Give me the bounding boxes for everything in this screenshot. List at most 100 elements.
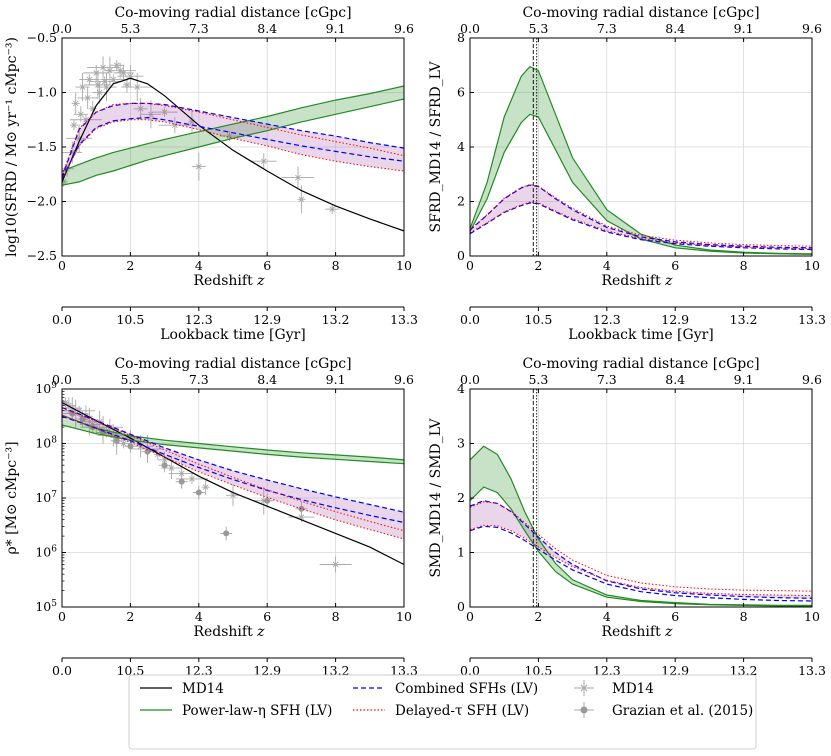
top-tick-label: 8.4 [665,21,685,36]
x-tick-label: 0 [466,258,474,273]
md14-datapoint [325,204,340,215]
marker-x [178,470,185,477]
legend-item: Grazian et al. (2015) [574,702,753,719]
top-axis-label: Co-moving radial distance [cGpc] [114,356,351,372]
marker-x [86,76,93,83]
grazian-datapoint [158,458,171,473]
combined-band [470,185,812,249]
legend: MD14 Power-law-η SFH (LV) Combined SFHs (L… [128,674,757,750]
md14-datapoint [319,556,352,573]
legend-item: MD14 [140,681,224,697]
top-tick-label: 5.3 [120,21,140,36]
lookback-tick-label: 13.2 [730,663,758,678]
top-tick-label: 7.3 [189,21,209,36]
top-tick-label: 9.1 [326,372,346,387]
md14-datapoint [226,484,240,507]
marker-x [77,111,84,118]
marker-x [100,64,106,71]
md14-datapoint [77,86,98,109]
top-axis-label: Co-moving radial distance [cGpc] [522,356,759,372]
x-tick-label: 6 [263,258,271,273]
marker-x [95,82,101,88]
marker-x [120,440,127,447]
lookback-tick-label: 13.2 [322,663,350,678]
marker-dot [195,489,202,496]
marker-x [84,95,91,101]
powerlaw-band [470,66,812,255]
marker-x [124,82,130,88]
marker-x [134,84,141,90]
y-tick-label: 0 [457,599,465,614]
legend-item: Power-law-η SFH (LV) [140,703,332,719]
lookback-tick-label: 12.3 [185,663,213,678]
marker-x [295,174,301,181]
md14-datapoint [133,97,148,120]
marker-x [76,135,82,142]
series-line-delayed-τ [62,407,404,532]
series-line-combined [470,525,812,602]
lookback-tick-label: 12.9 [253,663,281,678]
legend-item: MD14 [574,680,654,697]
lookback-tick-label: 12.3 [593,663,621,678]
series-line-power-law-η [470,113,812,255]
y-tick-label: 109 [35,381,57,396]
lookback-tick-label: 12.9 [661,312,689,327]
md14-datapoint [73,106,88,123]
top-tick-label: 0.0 [460,372,480,387]
x-axis-label: Redshift z [601,624,673,640]
lookback-tick-label: 10.5 [524,663,552,678]
series-line-delayed-τ [62,102,404,176]
grazian-datapoint [220,526,233,541]
y-axis-label: log10(SFRD / M⊙ yr⁻¹ cMpc⁻³) [4,37,20,257]
md14-datapoint [75,73,90,102]
series-line-power-law-η [62,85,404,172]
lookback-tick-label: 13.3 [390,663,418,678]
lookback-tick-label: 0.0 [460,312,480,327]
marker-x [332,561,339,568]
lookback-tick-label: 12.9 [661,663,689,678]
marker-dot [127,443,134,450]
x-axis-label: Redshift z [193,273,265,289]
plot-area [470,389,812,607]
y-tick-label: 8 [457,30,465,45]
marker-x [202,484,209,490]
plot-area [62,56,404,232]
md14-datapoint [281,166,314,189]
y-tick-label: −0.5 [27,30,57,45]
lookback-tick-label: 13.3 [390,312,418,327]
marker-dot [178,478,185,485]
x-tick-label: 10 [804,258,820,273]
top-tick-label: 8.4 [665,372,685,387]
top-tick-label: 7.3 [189,372,209,387]
y-tick-label: −2.0 [27,194,57,209]
y-tick-label: 106 [35,545,57,560]
marker-x [195,163,202,170]
series-line-md14 [62,402,404,566]
marker-x [71,122,77,129]
y-axis-label: SFRD_MD14 / SFRD_LV [428,61,444,233]
legend-label: Power-law-η SFH (LV) [182,703,332,719]
x-tick-label: 6 [671,609,679,624]
series-line-combined [62,406,404,513]
x-tick-label: 10 [804,609,820,624]
marker-x [189,476,195,482]
marker-x [86,418,93,425]
marker-x [101,78,108,85]
legend-label: Delayed-τ SFH (LV) [395,703,529,719]
md14-datapoint [191,152,206,181]
legend-item: Combined SFHs (LV) [353,681,538,697]
x-tick-label: 0 [58,609,66,624]
y-tick-label: −2.5 [27,248,57,263]
marker-dot [161,462,168,469]
top-tick-label: 7.3 [597,21,617,36]
x-tick-label: 10 [396,258,412,273]
top-axis-label: Co-moving radial distance [cGpc] [114,5,351,21]
y-tick-label: 4 [457,139,465,154]
lookback-tick-label: 12.3 [593,312,621,327]
top-tick-label: 8.4 [257,372,277,387]
grazian-datapoint [295,501,308,516]
legend-label: MD14 [182,681,224,697]
legend-item: Delayed-τ SFH (LV) [353,703,529,719]
legend-label: MD14 [612,681,654,697]
